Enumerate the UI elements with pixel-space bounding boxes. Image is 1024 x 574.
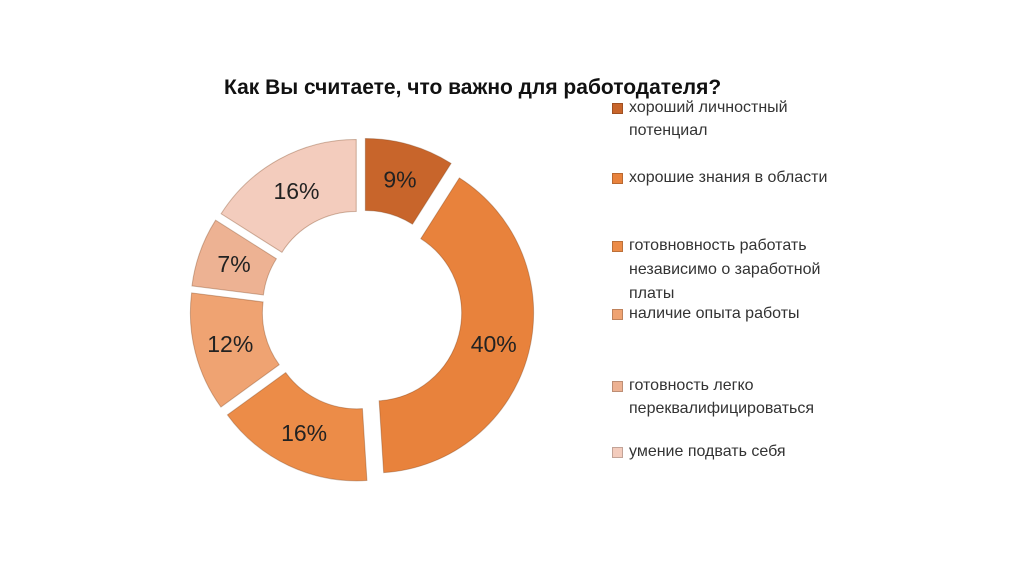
legend-label: готовность легко переквалифицироваться [629,377,815,417]
chart-title: Как Вы считаете, что важно для работодат… [224,76,722,99]
legend-item: готовность легко переквалифицироваться [612,374,859,420]
slice-label: 12% [207,331,253,357]
legend-item: хороший личностный потенциал [612,96,859,142]
slice-label: 40% [471,331,517,357]
legend-label: умение подвать себя [629,443,786,460]
legend-label: хороший личностный потенциал [629,99,788,139]
legend-swatch [612,103,623,114]
legend-swatch [612,309,623,320]
legend-swatch [612,447,623,458]
legend-label: готовновность работать независимо о зара… [629,237,821,302]
slice-5 [191,219,278,296]
legend-label: хорошие знания в области [629,169,828,186]
slice-label: 7% [217,251,250,277]
legend-item: наличие опыта работы [612,302,859,325]
legend-swatch [612,173,623,184]
legend-swatch [612,241,623,252]
legend-item: хорошие знания в области [612,166,859,189]
slice-3 [226,371,368,482]
legend-label: наличие опыта работы [629,305,800,322]
legend-item: готовновность работать независимо о зара… [612,234,859,306]
slice-4 [189,292,280,408]
slice-1 [364,137,452,225]
slice-6 [220,138,357,254]
legend-item: умение подвать себя [612,440,859,463]
slice-2 [378,177,535,474]
legend-swatch [612,381,623,392]
slice-label: 16% [281,420,327,446]
slice-label: 16% [273,178,319,204]
slice-label: 9% [383,166,416,192]
